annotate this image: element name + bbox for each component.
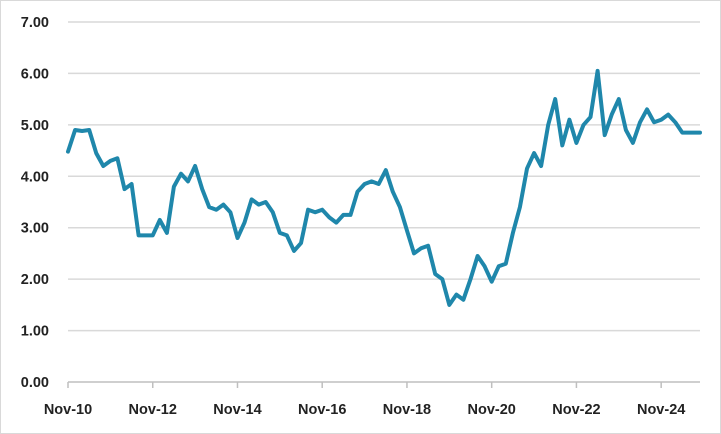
- y-tick-label: 6.00: [21, 66, 49, 82]
- y-tick-label: 5.00: [21, 118, 49, 134]
- x-tick-label: Nov-24: [637, 402, 685, 418]
- series-line: [66, 68, 702, 307]
- y-tick-label: 2.00: [21, 272, 49, 288]
- x-tick-label: Nov-22: [552, 402, 600, 418]
- y-tick-label: 4.00: [21, 169, 49, 185]
- y-tick-label: 1.00: [21, 324, 49, 340]
- y-tick-label: 0.00: [21, 375, 49, 391]
- y-tick-label: 7.00: [21, 15, 49, 31]
- x-tick-label: Nov-20: [468, 402, 516, 418]
- y-tick-label: 3.00: [21, 221, 49, 237]
- x-tick-label: Nov-14: [213, 402, 261, 418]
- x-tick-label: Nov-16: [298, 402, 346, 418]
- x-tick-label: Nov-10: [44, 402, 92, 418]
- x-tick-label: Nov-18: [383, 402, 431, 418]
- x-tick-label: Nov-12: [129, 402, 177, 418]
